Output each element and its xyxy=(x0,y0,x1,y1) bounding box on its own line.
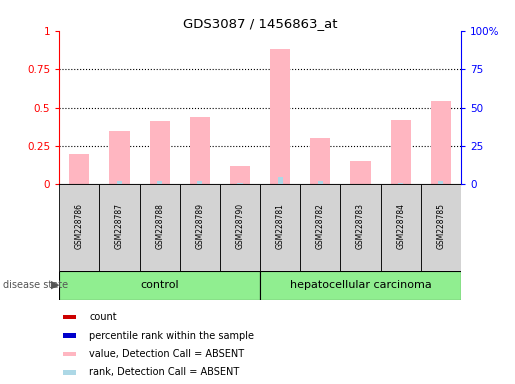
Bar xyxy=(270,49,290,184)
Text: count: count xyxy=(90,312,117,322)
Bar xyxy=(398,183,403,184)
Text: GSM228786: GSM228786 xyxy=(75,203,84,249)
Bar xyxy=(157,181,162,184)
Bar xyxy=(59,271,260,300)
Bar xyxy=(109,131,129,184)
Bar xyxy=(431,101,451,184)
Text: GSM228787: GSM228787 xyxy=(115,203,124,249)
Text: GSM228784: GSM228784 xyxy=(396,203,405,249)
Bar xyxy=(278,177,283,184)
Text: GSM228781: GSM228781 xyxy=(276,203,285,249)
Bar xyxy=(421,184,461,271)
Bar xyxy=(197,181,202,184)
Bar xyxy=(260,184,300,271)
Bar xyxy=(350,161,370,184)
Text: GSM228785: GSM228785 xyxy=(436,203,445,249)
Text: GSM228788: GSM228788 xyxy=(155,203,164,249)
Bar xyxy=(381,184,421,271)
Text: hepatocellular carcinoma: hepatocellular carcinoma xyxy=(289,280,432,290)
Bar xyxy=(149,121,169,184)
Title: GDS3087 / 1456863_at: GDS3087 / 1456863_at xyxy=(183,17,337,30)
Bar xyxy=(99,184,140,271)
Bar xyxy=(237,183,243,184)
Bar xyxy=(230,166,250,184)
Text: GSM228782: GSM228782 xyxy=(316,203,325,249)
Bar xyxy=(59,184,99,271)
Bar xyxy=(438,181,443,184)
Text: disease state: disease state xyxy=(3,280,67,290)
Text: percentile rank within the sample: percentile rank within the sample xyxy=(90,331,254,341)
Text: value, Detection Call = ABSENT: value, Detection Call = ABSENT xyxy=(90,349,245,359)
Bar xyxy=(117,181,122,184)
Text: GSM228790: GSM228790 xyxy=(235,203,245,249)
Bar xyxy=(340,184,381,271)
Bar xyxy=(300,184,340,271)
Bar xyxy=(180,184,220,271)
Bar xyxy=(190,117,210,184)
Bar xyxy=(310,138,330,184)
Bar xyxy=(63,333,77,338)
Text: ▶: ▶ xyxy=(50,280,59,290)
Bar xyxy=(220,184,260,271)
Text: control: control xyxy=(140,280,179,290)
Text: GSM228789: GSM228789 xyxy=(195,203,204,249)
Bar xyxy=(63,370,77,375)
Bar xyxy=(69,154,89,184)
Bar xyxy=(140,184,180,271)
Bar xyxy=(260,271,461,300)
Bar xyxy=(390,120,410,184)
Text: rank, Detection Call = ABSENT: rank, Detection Call = ABSENT xyxy=(90,367,239,377)
Text: GSM228783: GSM228783 xyxy=(356,203,365,249)
Bar xyxy=(63,352,77,356)
Bar xyxy=(318,181,323,184)
Bar xyxy=(63,315,77,319)
